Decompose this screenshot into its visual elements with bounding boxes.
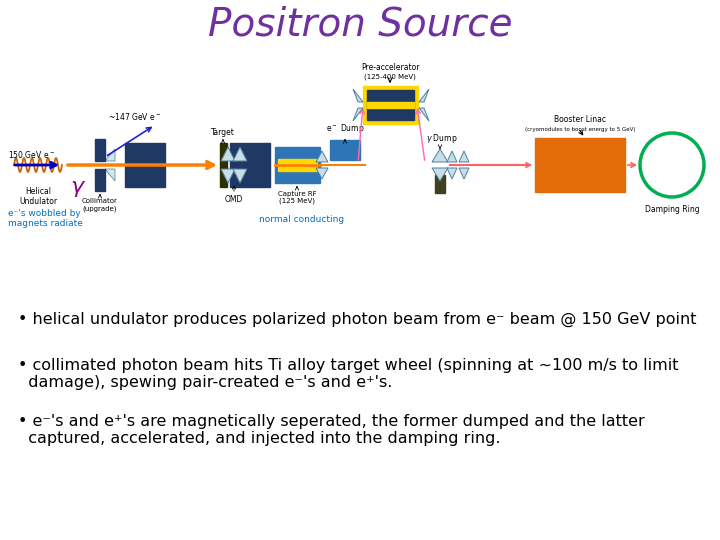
Polygon shape [233,169,247,183]
Polygon shape [353,108,363,121]
Bar [95,139,105,161]
Bar [435,175,445,193]
Polygon shape [432,149,448,162]
Bar [278,159,317,171]
Text: ~147 GeV e$^-$: ~147 GeV e$^-$ [108,111,161,122]
Polygon shape [233,147,247,161]
Bar [230,143,270,187]
Text: $\gamma$: $\gamma$ [70,179,86,199]
Text: • helical undulator produces polarized photon beam from e⁻ beam @ 150 GeV point: • helical undulator produces polarized p… [18,312,696,327]
Polygon shape [221,169,235,183]
Text: (125-400 MeV): (125-400 MeV) [364,73,416,80]
Polygon shape [459,151,469,162]
Bar [367,90,414,120]
Text: Capture RF
(125 MeV): Capture RF (125 MeV) [278,191,316,205]
Text: (cryomodules to boost energy to 5 GeV): (cryomodules to boost energy to 5 GeV) [525,127,635,132]
Bar [367,102,414,108]
Polygon shape [419,89,429,102]
Text: e$^-$ Dump: e$^-$ Dump [325,122,364,135]
Text: OMD: OMD [225,195,243,204]
Text: Damping Ring: Damping Ring [644,205,699,214]
Polygon shape [353,89,363,102]
Polygon shape [221,147,235,161]
Polygon shape [432,168,448,181]
Text: Target: Target [211,128,235,137]
Text: Positron Source: Positron Source [208,6,512,44]
Polygon shape [447,168,457,179]
Polygon shape [105,149,115,161]
Text: Helical
Undulator: Helical Undulator [19,187,57,206]
Bar [95,169,105,191]
Text: • collimated photon beam hits Ti alloy target wheel (spinning at ~100 m/s to lim: • collimated photon beam hits Ti alloy t… [18,358,678,390]
Text: Booster Linac: Booster Linac [554,115,606,124]
Polygon shape [316,168,328,179]
Text: normal conducting: normal conducting [259,215,345,224]
Polygon shape [105,169,115,181]
Polygon shape [447,151,457,162]
Polygon shape [419,108,429,121]
Bar [220,143,227,187]
Text: Pre-accelerator: Pre-accelerator [361,63,419,72]
Text: • e⁻'s and e⁺'s are magnetically seperated, the former dumped and the latter
  c: • e⁻'s and e⁺'s are magnetically seperat… [18,414,644,447]
Bar [330,140,360,160]
Text: $\gamma$ Dump: $\gamma$ Dump [426,132,458,145]
Text: Collimator
(upgrade): Collimator (upgrade) [82,198,118,212]
Bar [125,143,165,187]
Polygon shape [459,168,469,179]
Bar [363,86,418,124]
Bar [275,147,320,183]
Bar [535,138,625,192]
Text: e⁻'s wobbled by
magnets radiate: e⁻'s wobbled by magnets radiate [8,209,83,228]
Text: 150 GeV e$^-$: 150 GeV e$^-$ [8,149,55,160]
Polygon shape [316,151,328,162]
